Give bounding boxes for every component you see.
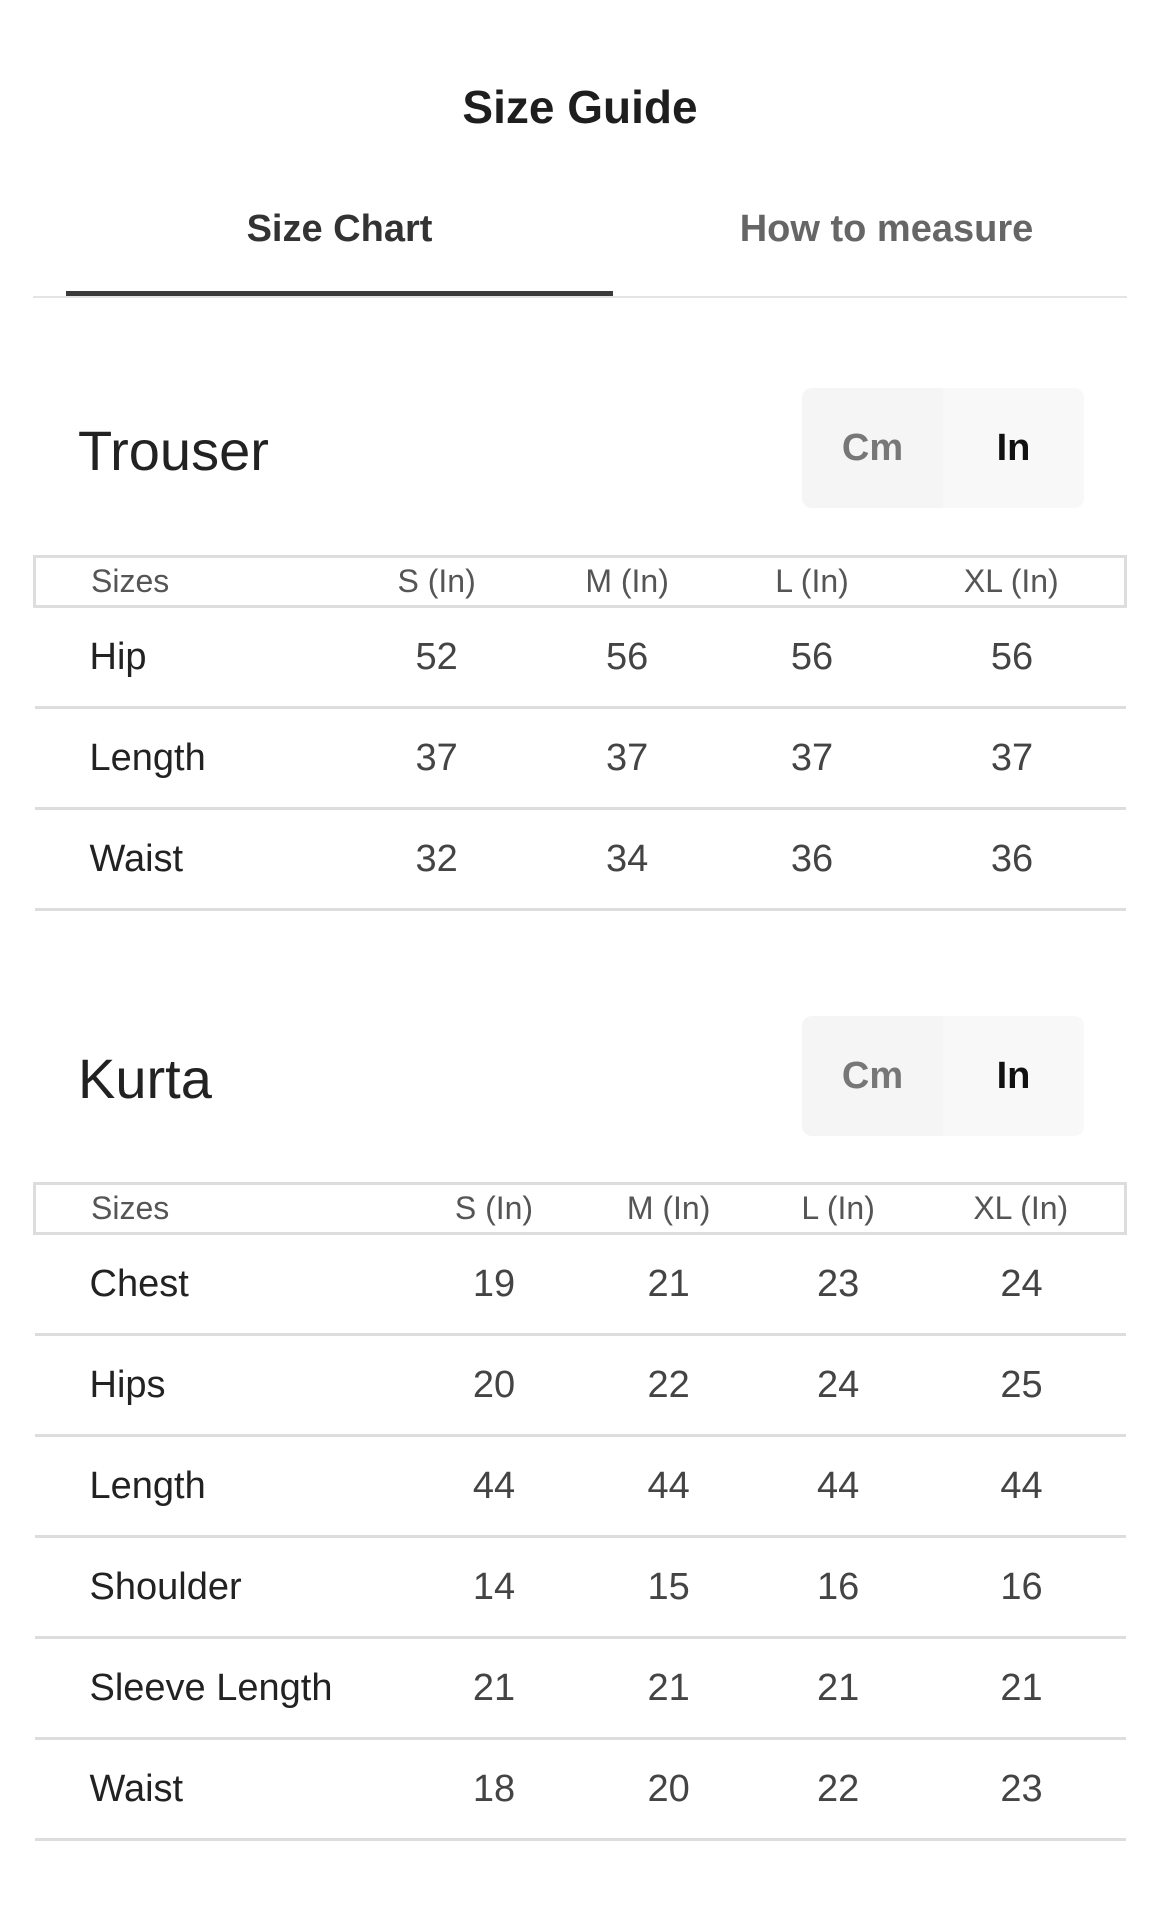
size-value: 37 (605, 736, 649, 779)
kurta-title: Kurta (78, 1047, 212, 1110)
size-value: 21 (1000, 1666, 1043, 1709)
table-row: Shoulder 14 15 16 16 (34, 1537, 1126, 1638)
size-value: 37 (990, 736, 1034, 779)
size-value: 56 (990, 635, 1034, 678)
tab-how-to-measure[interactable]: How to measure (739, 208, 1034, 250)
size-value: 15 (647, 1565, 690, 1608)
size-value: 32 (415, 837, 458, 880)
table-row: Waist 18 20 22 23 (34, 1739, 1126, 1840)
column-header: L (In) (801, 1190, 875, 1226)
unit-cm-button[interactable]: Cm (841, 1054, 904, 1097)
size-value: 44 (816, 1464, 860, 1507)
column-header: Sizes (91, 563, 170, 599)
trouser-unit-toggle: Cm In (802, 388, 1084, 508)
size-value: 14 (472, 1565, 516, 1608)
table-header-row: Sizes S (In) M (In) L (In) XL (In) (34, 1183, 1126, 1234)
size-value: 22 (816, 1767, 860, 1810)
size-value: 16 (816, 1565, 860, 1608)
size-value: 37 (415, 736, 458, 779)
size-value: 21 (647, 1262, 690, 1305)
measurement-label: Waist (89, 837, 184, 880)
size-value: 21 (647, 1666, 690, 1709)
measurement-label: Length (89, 1464, 206, 1507)
table-row: Hip 52 56 56 56 (34, 607, 1126, 708)
size-value: 20 (647, 1767, 690, 1810)
trouser-title: Trouser (78, 419, 269, 482)
size-value: 52 (415, 635, 458, 678)
column-header: L (In) (775, 563, 849, 599)
column-header: S (In) (397, 563, 476, 599)
size-value: 23 (1000, 1767, 1043, 1810)
measurement-label: Shoulder (89, 1565, 242, 1608)
size-value: 24 (1000, 1262, 1043, 1305)
measurement-label: Chest (89, 1262, 189, 1305)
size-value: 16 (1000, 1565, 1043, 1608)
unit-in-button[interactable]: In (943, 388, 1084, 508)
table-row: Length 37 37 37 37 (34, 708, 1126, 809)
kurta-size-table: Sizes S (In) M (In) L (In) XL (In) Chest 19 21… (33, 1182, 1127, 1841)
size-value: 37 (790, 736, 834, 779)
size-value: 24 (816, 1363, 860, 1406)
size-value: 22 (647, 1363, 690, 1406)
size-value: 23 (816, 1262, 860, 1305)
unit-cm-button[interactable]: Cm (841, 426, 904, 469)
size-value: 44 (1000, 1464, 1043, 1507)
size-value: 19 (472, 1262, 516, 1305)
tab-size-chart[interactable]: Size Chart (246, 208, 433, 250)
table-row: Sleeve Length 21 21 21 21 (34, 1638, 1126, 1739)
size-value: 20 (472, 1363, 516, 1406)
table-row: Chest 19 21 23 24 (34, 1234, 1126, 1335)
kurta-unit-toggle: Cm In (802, 1016, 1084, 1136)
column-header: S (In) (454, 1190, 534, 1226)
size-value: 36 (790, 837, 834, 880)
size-value: 18 (472, 1767, 516, 1810)
page-title: Size Guide (462, 81, 698, 133)
size-value: 21 (472, 1666, 516, 1709)
measurement-label: Sleeve Length (89, 1666, 333, 1709)
column-header: XL (In) (963, 563, 1059, 599)
measurement-label: Hips (89, 1363, 166, 1406)
active-tab-indicator (66, 291, 613, 297)
unit-in-button[interactable]: In (943, 1016, 1084, 1136)
measurement-label: Length (89, 736, 206, 779)
table-header-row: Sizes S (In) M (In) L (In) XL (In) (34, 556, 1126, 607)
table-row: Length 44 44 44 44 (34, 1436, 1126, 1537)
column-header: Sizes (91, 1190, 170, 1226)
size-value: 44 (647, 1464, 690, 1507)
column-header: M (In) (626, 1190, 711, 1226)
size-value: 36 (990, 837, 1034, 880)
column-header: XL (In) (973, 1190, 1069, 1226)
measurement-label: Waist (89, 1767, 184, 1810)
size-value: 44 (472, 1464, 516, 1507)
trouser-size-table: Sizes S (In) M (In) L (In) XL (In) Hip 52 56 56… (33, 555, 1127, 911)
size-value: 56 (605, 635, 649, 678)
column-header: M (In) (585, 563, 669, 599)
table-row: Waist 32 34 36 36 (34, 809, 1126, 910)
size-value: 21 (816, 1666, 860, 1709)
size-value: 34 (605, 837, 649, 880)
size-value: 25 (1000, 1363, 1043, 1406)
table-row: Hips 20 22 24 25 (34, 1335, 1126, 1436)
size-value: 56 (790, 635, 834, 678)
tab-divider (33, 296, 1127, 298)
measurement-label: Hip (89, 635, 147, 678)
